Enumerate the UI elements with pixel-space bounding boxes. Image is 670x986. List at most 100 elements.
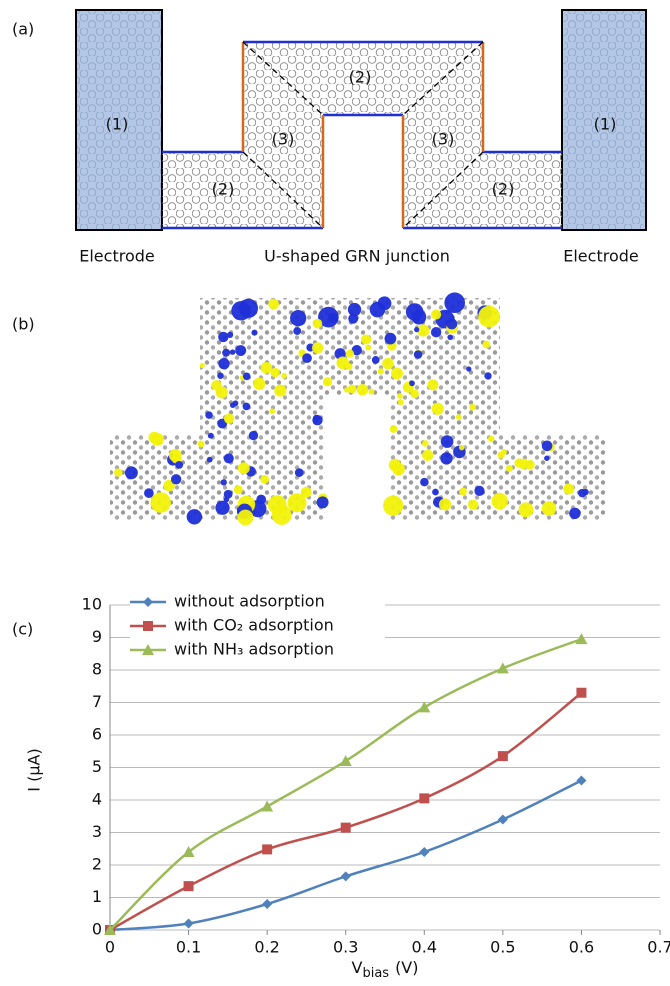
marker [576, 776, 586, 786]
x-tick-label: 0.2 [254, 938, 279, 957]
marker [143, 621, 153, 631]
orbital-lobe [444, 292, 465, 313]
marker [262, 899, 272, 909]
y-tick-label: 9 [92, 627, 102, 646]
orbital-lobe [290, 310, 306, 326]
orbital-lobe [348, 314, 358, 324]
orbital-lobe [302, 353, 312, 363]
orbital-lobe [459, 445, 464, 450]
orbital-lobe [446, 318, 457, 329]
orbital-lobe [484, 372, 491, 379]
orbital-lobe [427, 379, 438, 390]
panel-label: (c) [12, 620, 33, 639]
marker [419, 793, 429, 803]
y-tick-label: 5 [92, 757, 102, 776]
orbital-lobe [383, 495, 403, 515]
orbital-lobe [368, 389, 374, 395]
orbital-lobe [114, 468, 122, 476]
orbital-lobe [216, 386, 228, 398]
orbital-lobe [295, 468, 304, 477]
marker [341, 823, 351, 833]
marker [262, 844, 272, 854]
orbital-lobe [215, 501, 229, 515]
molecule [110, 298, 605, 520]
orbital-lobe [488, 436, 495, 443]
orbital-lobe [420, 478, 429, 487]
marker [498, 815, 508, 825]
region-label: (2) [349, 68, 372, 87]
orbital-lobe [431, 327, 441, 337]
orbital-lobe [260, 362, 272, 374]
y-axis-label: I (μA) [25, 748, 44, 791]
orbital-lobe [389, 459, 401, 471]
orbital-lobe [542, 501, 557, 516]
orbital-lobe [224, 413, 234, 423]
region-label: (1) [106, 115, 129, 134]
x-tick-label: 0.6 [569, 938, 594, 957]
orbital-lobe [422, 450, 433, 461]
orbital-lobe [272, 505, 292, 525]
orbital-lobe [221, 479, 227, 485]
orbital-lobe [313, 415, 320, 422]
orbital-lobe [398, 399, 404, 405]
orbital-lobe [542, 440, 553, 451]
series-line [110, 781, 581, 931]
orbital-lobe [370, 302, 386, 318]
orbital-lobe [224, 497, 230, 503]
orbital-lobe [224, 453, 234, 463]
orbital-lobe [385, 333, 397, 345]
y-tick-label: 2 [92, 855, 102, 874]
orbital-lobe [361, 334, 371, 344]
marker [340, 755, 352, 766]
orbital-lobe [208, 433, 214, 439]
orbital-lobe [563, 484, 574, 495]
orbital-lobe [414, 350, 423, 359]
y-tick-label: 8 [92, 660, 102, 679]
orbital-lobe [382, 358, 393, 369]
orbital-lobe [205, 411, 213, 419]
orbital-lobe [447, 334, 453, 340]
orbital-lobe [200, 363, 205, 368]
marker [341, 871, 351, 881]
orbital-lobe [234, 485, 243, 494]
marker [575, 633, 587, 644]
orbital-lobe [422, 440, 429, 447]
orbital-lobe [218, 332, 228, 342]
x-axis-label-part: V [352, 958, 363, 977]
orbital-lobe [414, 327, 419, 332]
orbital-lobe [150, 492, 170, 512]
orbital-lobe [171, 474, 181, 484]
panel-a: (a) (1) (1) (2) (2) (2) (3) (3) Electrod… [12, 10, 646, 266]
orbital-lobe [519, 502, 534, 517]
orbital-lobe [218, 358, 229, 369]
orbital-lobe [238, 462, 250, 474]
orbital-lobe [268, 299, 279, 310]
orbital-lobe [348, 385, 357, 394]
orbital-lobe [439, 498, 451, 510]
orbital-lobe [456, 414, 462, 420]
orbital-lobe [293, 327, 301, 335]
orbital-lobe [406, 303, 424, 321]
orbital-lobe [230, 402, 236, 408]
orbital-lobe [397, 393, 403, 399]
orbital-lobe [217, 372, 224, 379]
panel-b: (b) [12, 292, 605, 525]
orbital-lobe [274, 385, 286, 397]
legend-label: without adsorption [174, 592, 325, 611]
orbital-lobe [313, 319, 323, 329]
orbital-lobe [239, 299, 258, 318]
orbital-lobe [478, 306, 500, 328]
y-tick-label: 7 [92, 692, 102, 711]
region-label: (2) [492, 180, 515, 199]
orbital-lobe [125, 466, 138, 479]
y-tick-label: 4 [92, 790, 102, 809]
orbital-lobe [187, 509, 202, 524]
orbital-lobe [466, 366, 471, 371]
orbital-lobe [243, 373, 251, 381]
y-tick-label: 0 [92, 920, 102, 939]
orbital-lobe [357, 384, 368, 395]
orbital-lobe [249, 431, 258, 440]
orbital-lobe [312, 342, 323, 353]
orbital-lobe [372, 356, 380, 364]
orbital-lobe [569, 508, 580, 519]
